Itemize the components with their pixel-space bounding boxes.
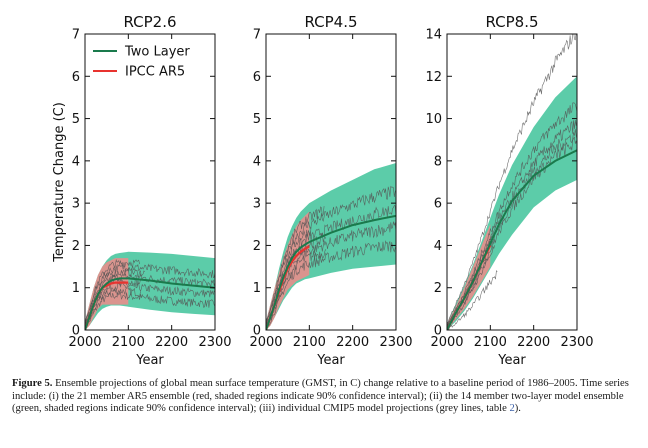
caption-label: Figure 5. — [12, 378, 53, 389]
axes-frame — [265, 33, 397, 331]
y-tick-label: 5 — [72, 112, 80, 127]
caption-text: Ensemble projections of global mean surf… — [12, 378, 629, 415]
ipcc-ar5-confidence-band — [85, 258, 129, 330]
y-tick-label: 4 — [434, 239, 442, 254]
y-tick-label: 2 — [72, 239, 80, 254]
figure-caption: Figure 5. Ensemble projections of global… — [12, 378, 638, 416]
caption-table-ref[interactable]: 2 — [509, 403, 515, 415]
cmip5-model-line — [85, 291, 215, 330]
cmip5-model-line — [85, 282, 215, 327]
y-tick-label: 3 — [253, 197, 261, 212]
x-tick-label: 2200 — [517, 335, 550, 350]
y-tick-label: 4 — [72, 154, 80, 169]
cmip5-model-line — [85, 263, 215, 324]
y-tick-label: 6 — [253, 70, 261, 85]
y-tick-label: 2 — [434, 281, 442, 296]
plot-area — [266, 163, 396, 330]
panel-title: RCP8.5 — [485, 13, 538, 31]
y-tick-label: 8 — [434, 154, 442, 169]
two-layer-confidence-band — [266, 163, 396, 330]
x-tick-label: 2300 — [379, 335, 412, 350]
x-tick-label: 2000 — [68, 335, 101, 350]
y-tick-label: 4 — [253, 154, 261, 169]
y-tick-label: 3 — [72, 197, 80, 212]
panel-title: RCP2.6 — [123, 13, 176, 31]
plot-area — [447, 34, 577, 330]
y-tick-label: 6 — [72, 70, 80, 85]
y-tick-label: 7 — [253, 28, 261, 43]
panel-rcp45: 2000 2100 2200 2300 0 1 2 3 4 5 6 7 RCP4.5 Year — [249, 13, 412, 368]
cmip5-model-line — [447, 102, 577, 326]
x-tick-label: 2100 — [293, 335, 326, 350]
x-axis-label: Year — [316, 353, 345, 368]
y-tick-label: 14 — [425, 28, 442, 43]
x-tick-label: 2100 — [112, 335, 145, 350]
y-tick-label: 0 — [72, 324, 80, 339]
cmip5-model-line — [447, 34, 577, 324]
panel-rcp26: 2000 2100 2200 2300 0 1 2 3 4 5 6 7 RCP2.6 Year Temper… — [52, 13, 232, 368]
two-layer-mean-line — [266, 214, 396, 330]
two-layer-mean-line — [85, 277, 215, 330]
caption-end: ). — [514, 403, 521, 415]
y-tick-label: 10 — [425, 112, 442, 127]
x-axis-label: Year — [135, 353, 164, 368]
y-tick-label: 5 — [253, 112, 261, 127]
plot-area — [85, 251, 215, 330]
x-tick-label: 2100 — [474, 335, 507, 350]
y-tick-label: 2 — [253, 239, 261, 254]
cmip5-model-line — [266, 226, 312, 326]
cmip5-model-line — [85, 287, 141, 327]
y-tick-label: 7 — [72, 28, 80, 43]
cmip5-model-line — [85, 259, 140, 323]
y-tick-label: 0 — [434, 324, 442, 339]
x-tick-label: 2300 — [198, 335, 231, 350]
x-tick-label: 2200 — [336, 335, 369, 350]
cmip5-model-line — [266, 249, 327, 328]
two-layer-mean-line — [447, 149, 577, 330]
y-tick-label: 1 — [72, 281, 80, 296]
figure: 2000 2100 2200 230001234567RCP2.6YearTemper… — [52, 13, 594, 368]
cmip5-model-line — [266, 206, 325, 324]
panel-rcp85: 2000 2100 2200 2300 0 2 4 6 8 10 12 14 RCP8.5 Year — [425, 13, 593, 368]
y-tick-label: 0 — [253, 324, 261, 339]
x-axis-label: Year — [497, 353, 526, 368]
cmip5-model-line — [266, 240, 396, 328]
ipcc-ar5-confidence-band — [447, 224, 491, 330]
axes-frame — [446, 33, 578, 331]
x-tick-label: 2000 — [249, 335, 282, 350]
cmip5-model-line — [85, 273, 215, 325]
cmip5-model-line — [85, 267, 146, 325]
x-tick-label: 2300 — [560, 335, 593, 350]
y-axis-label: Temperature Change (C) — [52, 102, 67, 263]
panel-title: RCP4.5 — [304, 13, 357, 31]
axes-frame — [84, 33, 216, 331]
x-tick-label: 2200 — [155, 335, 188, 350]
y-tick-label: 12 — [425, 70, 442, 85]
y-tick-label: 1 — [253, 281, 261, 296]
legend-entry: Two Layer — [124, 45, 190, 60]
cmip5-model-line — [447, 270, 498, 330]
cmip5-model-line — [266, 185, 396, 324]
x-tick-label: 2000 — [430, 335, 463, 350]
legend: Two Layer IPCC AR5 — [93, 45, 190, 80]
y-tick-label: 6 — [434, 197, 442, 212]
legend-entry: IPCC AR5 — [125, 65, 185, 80]
